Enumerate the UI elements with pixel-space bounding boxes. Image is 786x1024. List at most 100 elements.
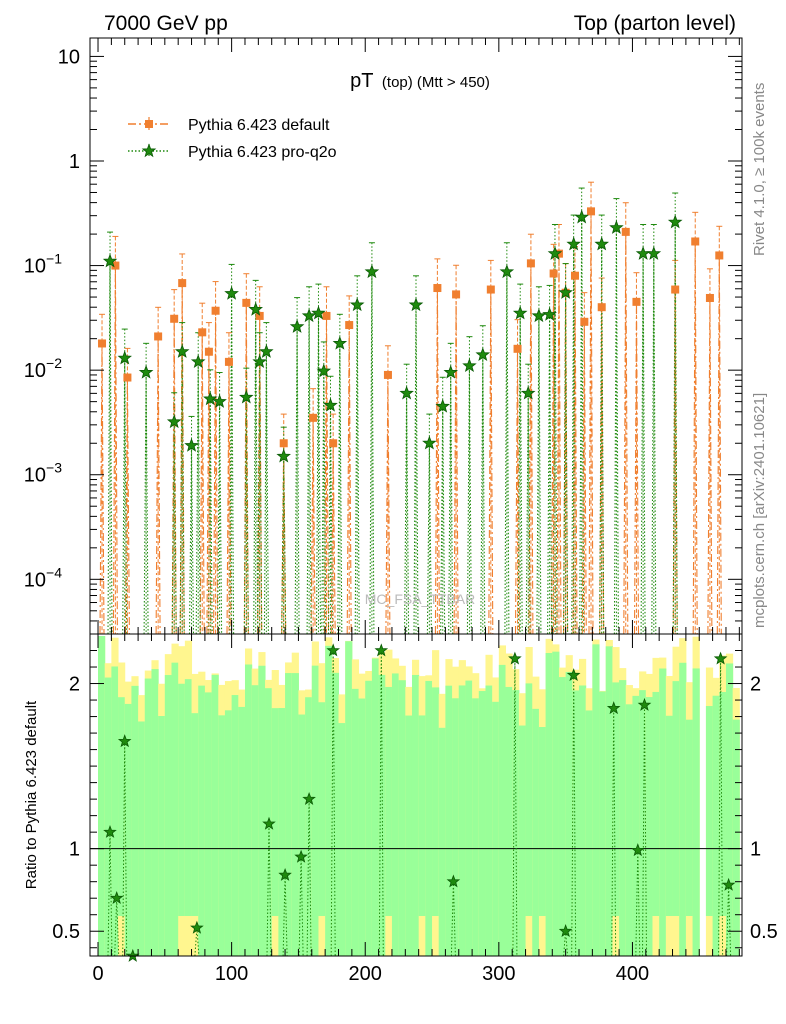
marker-default <box>715 251 724 260</box>
green-band <box>371 658 380 956</box>
ratio-bands <box>98 636 740 956</box>
green-band <box>579 685 587 956</box>
x-tick-label: 100 <box>215 963 248 985</box>
marker-default <box>111 261 120 270</box>
green-band <box>158 716 166 956</box>
x-tick-label: 200 <box>349 963 382 985</box>
green-band <box>545 652 553 956</box>
green-band <box>518 725 527 956</box>
legend-entry-default: Pythia 6.423 default <box>128 117 330 134</box>
marker-proq2o <box>174 344 190 358</box>
y-tick-label: 1 <box>69 151 80 173</box>
marker-default <box>452 290 461 299</box>
ratio-marker <box>558 924 573 938</box>
marker-default <box>597 303 606 312</box>
ratio-y-tick-label: 2 <box>69 674 80 696</box>
green-band <box>452 698 460 956</box>
ratio-marker <box>262 816 276 830</box>
green-band <box>485 685 493 956</box>
marker-proq2o <box>248 301 263 316</box>
green-band <box>178 683 186 916</box>
y-tick-exp: −3 <box>46 460 62 476</box>
marker-default <box>98 339 107 348</box>
marker-default <box>486 285 495 294</box>
marker-default <box>691 237 700 246</box>
marker-proq2o <box>462 358 477 373</box>
upper-series-lines <box>99 211 722 635</box>
green-band <box>592 644 600 956</box>
green-band <box>432 687 440 916</box>
marker-default <box>322 311 331 320</box>
green-band <box>719 692 727 916</box>
green-band <box>291 673 299 956</box>
marker-default <box>587 207 596 216</box>
green-band <box>98 636 106 956</box>
ratio-marker <box>109 891 124 905</box>
x-tick-label: 400 <box>616 963 649 985</box>
green-band <box>425 680 433 956</box>
marker-default <box>224 357 233 366</box>
marker-proq2o <box>558 285 573 299</box>
green-band <box>411 674 420 956</box>
legend-label-proq2o: Pythia 6.423 pro-q2o <box>188 144 337 161</box>
green-band <box>552 651 560 956</box>
green-band <box>305 697 313 956</box>
marker-default <box>549 269 558 278</box>
green-band <box>438 727 446 956</box>
marker-proq2o <box>520 385 536 400</box>
green-band <box>645 697 653 956</box>
ratio-marker <box>278 867 292 881</box>
marker-default <box>570 271 579 280</box>
ratio-marker <box>374 643 389 657</box>
green-band <box>405 715 413 956</box>
marker-proq2o <box>349 297 365 312</box>
marker-default <box>632 297 641 306</box>
green-band <box>599 691 607 956</box>
x-tick-label: 0 <box>92 963 103 985</box>
y-tick-base: 10 <box>24 360 46 382</box>
green-band <box>238 706 246 956</box>
marker-proq2o <box>542 306 557 321</box>
marker-proq2o <box>301 308 317 323</box>
ratio-marker <box>326 643 340 657</box>
green-band <box>204 692 213 956</box>
y-tick-exp: −4 <box>46 564 62 580</box>
marker-proq2o <box>531 308 547 323</box>
green-band <box>538 727 547 916</box>
green-band <box>692 668 700 956</box>
ratio-y-tick-label: 1 <box>69 839 80 861</box>
marker-proq2o <box>289 319 305 333</box>
marker-proq2o <box>609 220 624 234</box>
marker-default <box>170 314 179 323</box>
green-band <box>224 710 233 956</box>
green-band <box>318 702 326 916</box>
y-tick-exp: −1 <box>46 251 62 267</box>
green-band <box>118 697 126 916</box>
green-band <box>639 690 647 956</box>
marker-proq2o <box>574 209 589 224</box>
y-tick-base: 10 <box>24 569 46 591</box>
green-band <box>231 695 239 956</box>
green-band <box>712 695 720 956</box>
ratio-marker <box>606 701 621 715</box>
ratio-marker <box>566 668 581 682</box>
marker-proq2o <box>316 363 332 378</box>
upper-error-bars <box>99 181 723 634</box>
green-band <box>572 690 580 956</box>
marker-proq2o <box>566 236 581 251</box>
green-band <box>385 686 393 916</box>
green-band <box>659 668 667 956</box>
marker-proq2o <box>646 246 662 260</box>
marker-proq2o <box>203 391 218 406</box>
marker-proq2o <box>224 285 239 300</box>
y-tick-label: 10 <box>58 46 80 68</box>
plot-title: pT (top) (Mtt > 450) <box>350 70 490 92</box>
green-band <box>191 713 199 916</box>
green-band <box>665 715 674 916</box>
green-band <box>685 719 694 916</box>
ratio-y-tick-label-right: 0.5 <box>750 921 778 943</box>
marker-proq2o <box>102 253 118 268</box>
green-band <box>632 695 640 956</box>
marker-proq2o <box>184 437 199 452</box>
